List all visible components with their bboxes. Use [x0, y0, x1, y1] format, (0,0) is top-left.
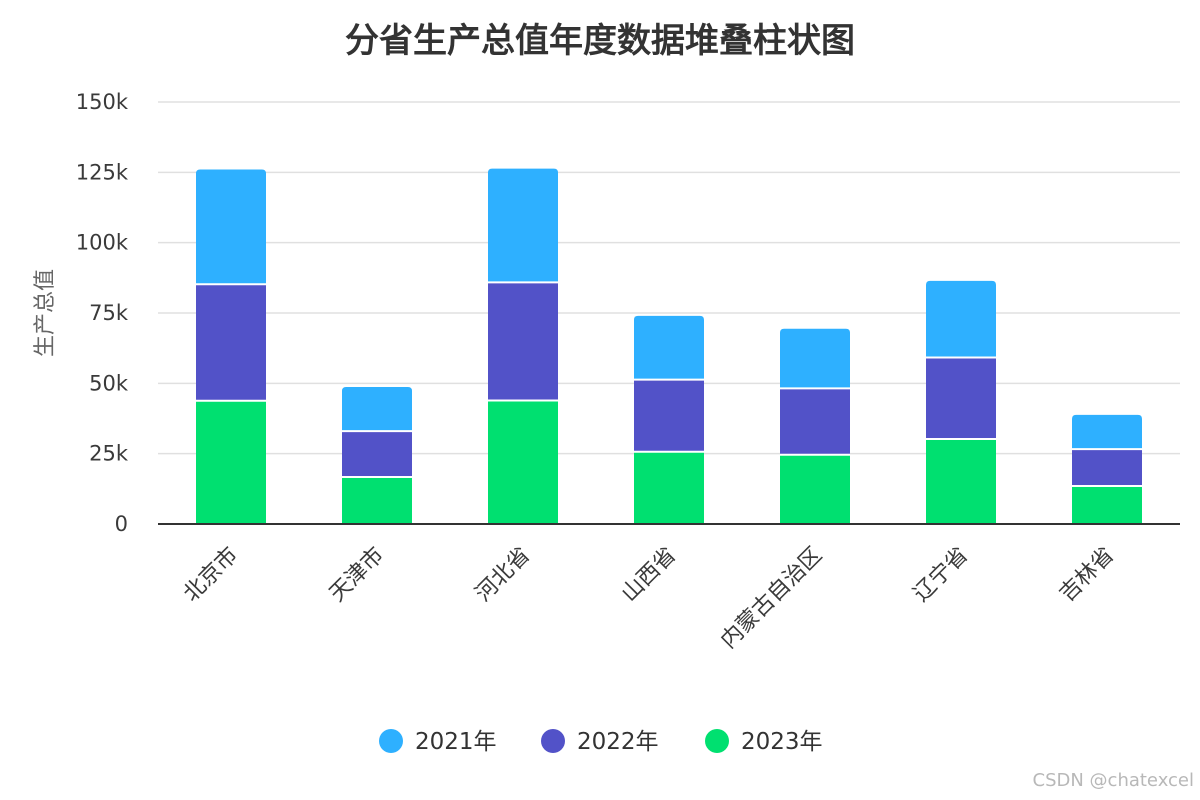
x-axis-ticks: 北京市 天津市 河北省 山西省 内蒙古自治区 辽宁省 吉林省 [179, 543, 1119, 654]
y-tick-label: 150k [76, 90, 129, 114]
bar-segment [196, 284, 266, 401]
legend-item[interactable]: 2021年 [379, 729, 497, 755]
legend: 2021年 2022年 2023年 [379, 729, 823, 755]
y-axis-label: 生产总值 [33, 269, 58, 357]
y-tick-label: 50k [89, 371, 129, 395]
bar-segment [342, 386, 412, 432]
legend-label: 2023年 [741, 729, 823, 755]
x-tick-label: 北京市 [179, 543, 243, 607]
bar-segment [488, 400, 558, 524]
grid-lines [158, 101, 1180, 455]
bar-segment [196, 169, 266, 285]
y-axis-ticks: 0 25k 50k 75k 100k 125k 150k [76, 90, 129, 536]
legend-item[interactable]: 2023年 [705, 729, 823, 755]
bar-segment [196, 400, 266, 524]
bar-segment [780, 454, 850, 524]
y-tick-label: 25k [89, 442, 129, 466]
x-tick-label: 河北省 [471, 543, 535, 607]
bar-segment [634, 451, 704, 524]
legend-swatch [705, 729, 729, 753]
legend-label: 2022年 [577, 729, 659, 755]
bar-segment [780, 388, 850, 455]
y-tick-label: 125k [76, 160, 129, 184]
x-tick-label: 山西省 [617, 543, 681, 607]
chart-title: 分省生产总值年度数据堆叠柱状图 [345, 21, 855, 61]
bar-segment [926, 357, 996, 440]
bars [196, 168, 1142, 524]
legend-label: 2021年 [415, 729, 497, 755]
legend-swatch [541, 729, 565, 753]
x-tick-label: 天津市 [325, 543, 389, 607]
y-tick-label: 75k [89, 301, 129, 325]
bar-segment [780, 328, 850, 389]
bar-segment [342, 431, 412, 478]
bar-segment [488, 168, 558, 283]
bar-segment [488, 282, 558, 401]
bar-segment [926, 280, 996, 358]
x-tick-label: 内蒙古自治区 [716, 543, 827, 654]
y-tick-label: 0 [115, 512, 128, 536]
bar-segment [634, 379, 704, 452]
bar-segment [1072, 486, 1142, 524]
watermark: CSDN @chatexcel [1033, 770, 1195, 791]
x-tick-label: 辽宁省 [909, 543, 973, 607]
legend-item[interactable]: 2022年 [541, 729, 659, 755]
bar-segment [634, 315, 704, 380]
x-tick-label: 吉林省 [1055, 543, 1119, 607]
legend-swatch [379, 729, 403, 753]
bar-segment [342, 477, 412, 524]
y-tick-label: 100k [76, 231, 129, 255]
bar-segment [926, 439, 996, 524]
bar-segment [1072, 414, 1142, 450]
bar-segment [1072, 449, 1142, 487]
